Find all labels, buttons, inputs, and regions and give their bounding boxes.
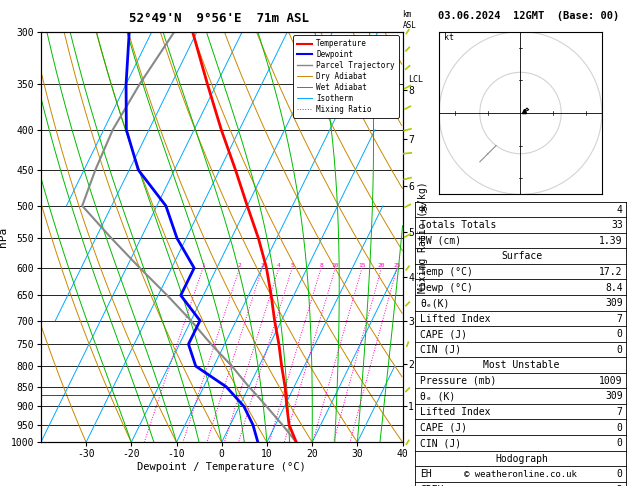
Text: kt: kt <box>444 33 454 42</box>
Text: Surface: Surface <box>501 251 542 261</box>
Y-axis label: hPa: hPa <box>0 227 8 247</box>
Text: 15: 15 <box>359 263 365 268</box>
Text: 03.06.2024  12GMT  (Base: 00): 03.06.2024 12GMT (Base: 00) <box>438 11 619 21</box>
Text: -3: -3 <box>611 485 623 486</box>
Text: CAPE (J): CAPE (J) <box>420 422 467 433</box>
Text: SREH: SREH <box>420 485 443 486</box>
Text: EH: EH <box>420 469 432 479</box>
Text: 0: 0 <box>617 469 623 479</box>
Text: Lifted Index: Lifted Index <box>420 407 491 417</box>
Text: 0: 0 <box>617 345 623 355</box>
Text: 4: 4 <box>277 263 281 268</box>
Text: CAPE (J): CAPE (J) <box>420 329 467 339</box>
Text: 5: 5 <box>290 263 294 268</box>
Text: LCL: LCL <box>408 74 423 84</box>
Text: 25: 25 <box>393 263 401 268</box>
Text: km
ASL: km ASL <box>403 10 416 30</box>
Y-axis label: Mixing Ratio (g/kg): Mixing Ratio (g/kg) <box>418 181 428 293</box>
Legend: Temperature, Dewpoint, Parcel Trajectory, Dry Adiabat, Wet Adiabat, Isotherm, Mi: Temperature, Dewpoint, Parcel Trajectory… <box>293 35 399 118</box>
Text: Temp (°C): Temp (°C) <box>420 267 473 277</box>
Text: 10: 10 <box>331 263 339 268</box>
Text: 1.39: 1.39 <box>599 236 623 246</box>
Text: 0: 0 <box>617 438 623 448</box>
Text: 4: 4 <box>617 205 623 215</box>
Text: 17.2: 17.2 <box>599 267 623 277</box>
Text: 7: 7 <box>617 313 623 324</box>
X-axis label: Dewpoint / Temperature (°C): Dewpoint / Temperature (°C) <box>137 462 306 472</box>
Text: Dewp (°C): Dewp (°C) <box>420 282 473 293</box>
Text: 52°49'N  9°56'E  71m ASL: 52°49'N 9°56'E 71m ASL <box>128 12 309 25</box>
Text: CIN (J): CIN (J) <box>420 345 461 355</box>
Text: 1: 1 <box>201 263 205 268</box>
Text: 309: 309 <box>605 391 623 401</box>
Text: Totals Totals: Totals Totals <box>420 220 496 230</box>
Text: 1009: 1009 <box>599 376 623 386</box>
Text: PW (cm): PW (cm) <box>420 236 461 246</box>
Text: 8.4: 8.4 <box>605 282 623 293</box>
Text: θₑ(K): θₑ(K) <box>420 298 450 308</box>
Text: 309: 309 <box>605 298 623 308</box>
Text: © weatheronline.co.uk: © weatheronline.co.uk <box>464 469 577 479</box>
Text: 0: 0 <box>617 329 623 339</box>
Text: θₑ (K): θₑ (K) <box>420 391 455 401</box>
Text: 20: 20 <box>378 263 386 268</box>
Text: Hodograph: Hodograph <box>495 453 548 464</box>
Text: CIN (J): CIN (J) <box>420 438 461 448</box>
Text: 7: 7 <box>617 407 623 417</box>
Text: Lifted Index: Lifted Index <box>420 313 491 324</box>
Text: Pressure (mb): Pressure (mb) <box>420 376 496 386</box>
Text: 2: 2 <box>238 263 242 268</box>
Text: K: K <box>420 205 426 215</box>
Text: 0: 0 <box>617 422 623 433</box>
Text: Most Unstable: Most Unstable <box>483 360 560 370</box>
Text: 8: 8 <box>319 263 323 268</box>
Text: 3: 3 <box>260 263 264 268</box>
Text: 33: 33 <box>611 220 623 230</box>
